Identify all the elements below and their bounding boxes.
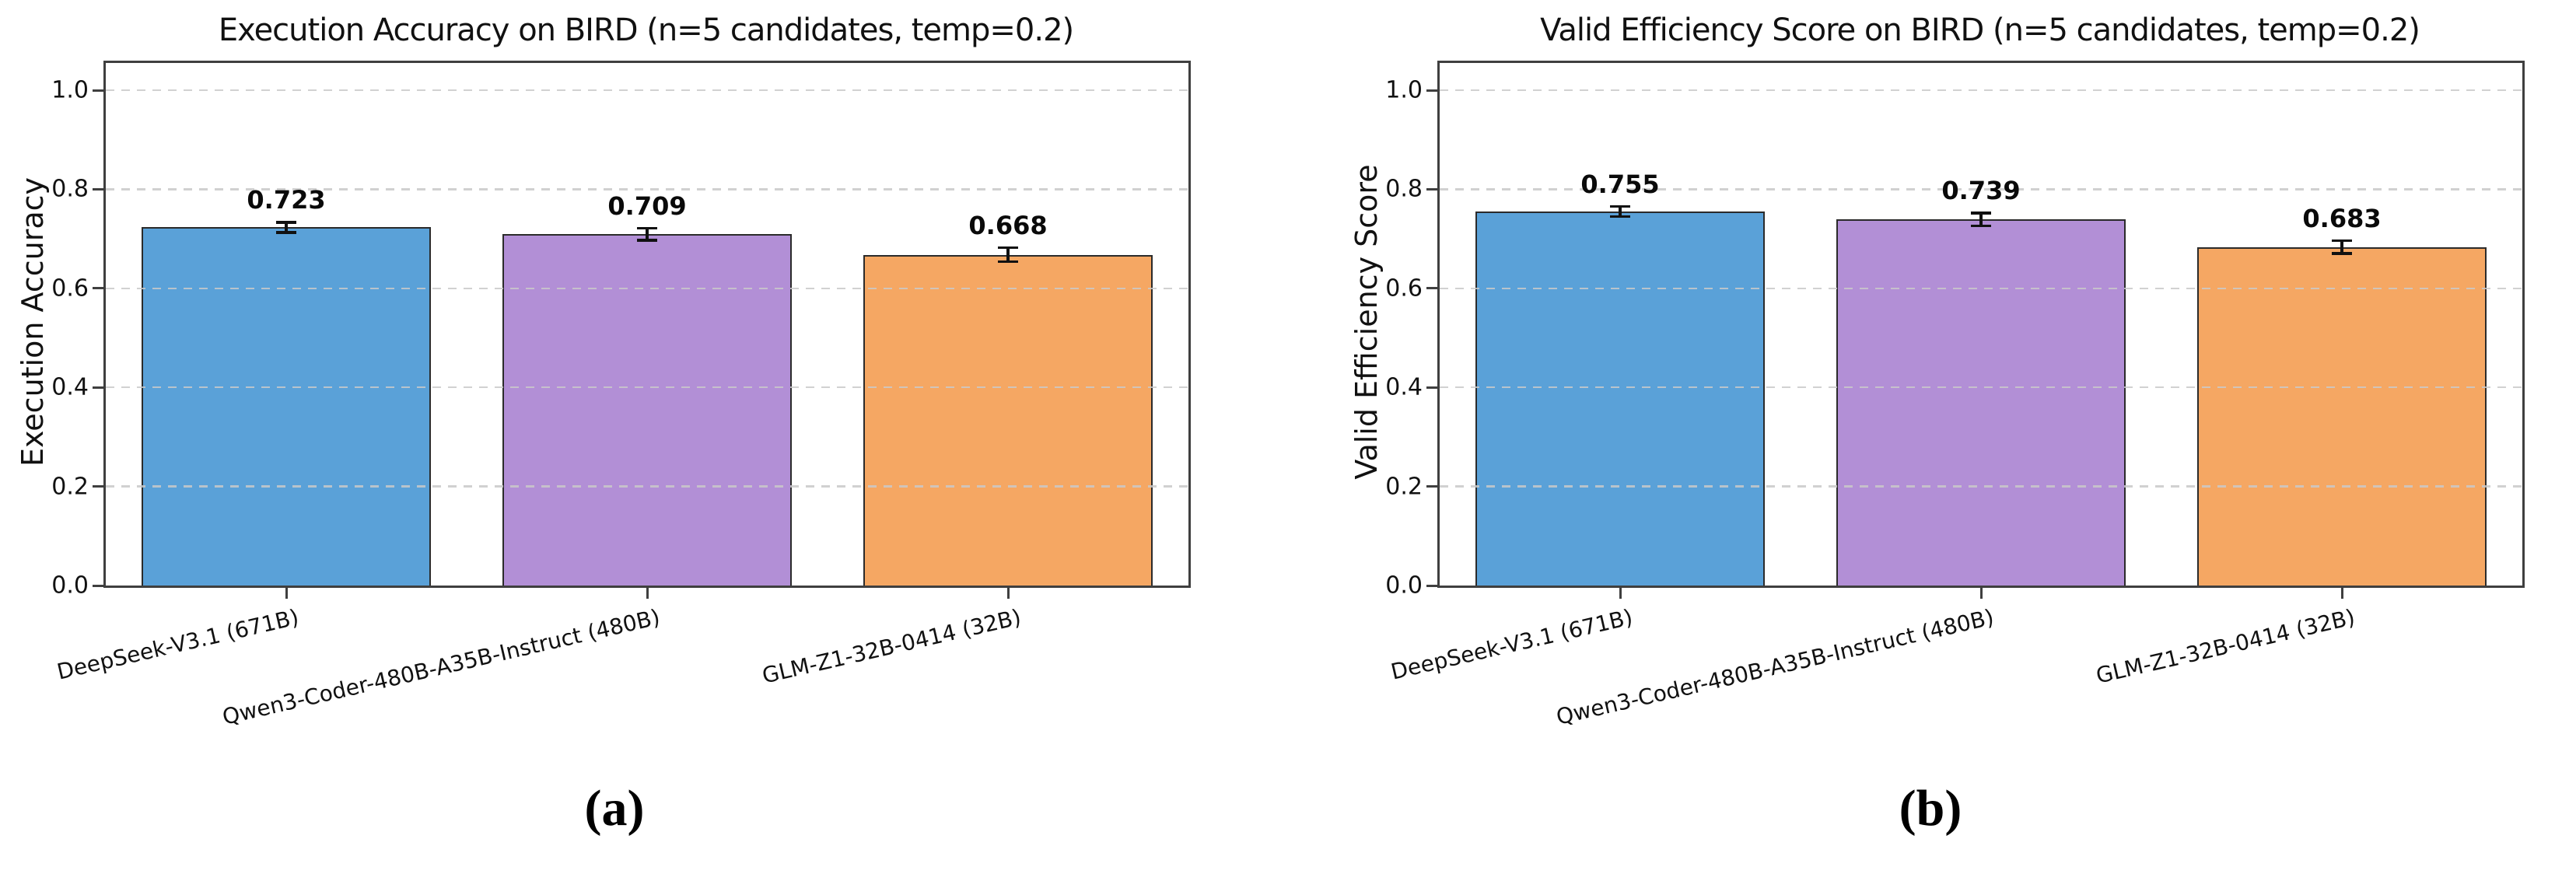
y-tick-mark <box>93 187 103 191</box>
error-bar <box>285 222 288 232</box>
bar <box>2197 246 2487 586</box>
x-tick-mark <box>646 588 649 599</box>
error-bar <box>646 228 649 241</box>
y-axis-label: Execution Accuracy <box>16 177 50 467</box>
chart-title: Execution Accuracy on BIRD (n=5 candidat… <box>218 12 1074 48</box>
chart-execution-accuracy: Execution Accuracy on BIRD (n=5 candidat… <box>16 12 1191 730</box>
error-bar-cap-top <box>637 226 657 230</box>
subfigure-caption-b: (b) <box>1899 780 1962 837</box>
y-tick-mark <box>93 386 103 389</box>
y-tick-label: 0.0 <box>1385 572 1423 600</box>
y-tick-mark <box>93 287 103 290</box>
error-bar <box>1006 247 1010 262</box>
bar <box>142 227 431 586</box>
error-bar-cap-bottom <box>998 260 1018 264</box>
y-tick-mark <box>1426 485 1437 488</box>
gridline <box>106 386 1188 389</box>
y-tick-mark <box>93 485 103 488</box>
error-bar-cap-bottom <box>2332 252 2352 255</box>
x-tick-mark <box>285 588 288 599</box>
error-bar-cap-top <box>1610 205 1630 208</box>
bar-value-label: 0.723 <box>247 185 326 215</box>
error-bar-cap-bottom <box>1971 224 1991 228</box>
plot-area-a: 0.0 0.2 0.4 0.6 0.8 1.0 0.723 DeepSeek-V3.1 (67… <box>51 61 1191 730</box>
y-axis-label: Valid Efficiency Score <box>1349 164 1384 480</box>
gridline <box>106 485 1188 488</box>
error-bar <box>1979 213 1983 226</box>
y-tick-label: 0.8 <box>1385 175 1423 203</box>
x-tick-mark <box>1619 588 1622 599</box>
gridline <box>1440 89 2522 92</box>
error-bar <box>1619 206 1622 217</box>
error-bar-cap-bottom <box>276 231 296 234</box>
error-bar-cap-top <box>1971 212 1991 215</box>
x-tick-label: GLM-Z1-32B-0414 (32B) <box>759 604 1024 689</box>
y-tick-label: 0.4 <box>51 373 89 401</box>
gridline <box>1440 188 2522 191</box>
y-tick-label: 0.6 <box>1385 274 1423 302</box>
gridline <box>1440 287 2522 290</box>
y-tick-mark <box>93 89 103 92</box>
bar <box>1475 212 1765 586</box>
gridline <box>1440 485 2522 488</box>
gridline <box>106 287 1188 290</box>
bar <box>1836 219 2126 586</box>
gridline <box>106 188 1188 191</box>
x-tick-label: DeepSeek-V3.1 (671B) <box>1388 604 1636 685</box>
chart-title: Valid Efficiency Score on BIRD (n=5 cand… <box>1540 12 2420 48</box>
gridline <box>1440 386 2522 389</box>
subfigure-caption-a: (a) <box>584 780 645 837</box>
y-tick-label: 0.4 <box>1385 373 1423 401</box>
x-tick-label: GLM-Z1-32B-0414 (32B) <box>2093 604 2357 689</box>
error-bar-cap-bottom <box>1610 215 1630 218</box>
y-tick-label: 1.0 <box>51 76 89 104</box>
bar <box>502 234 792 586</box>
chart-valid-efficiency-score: Valid Efficiency Score on BIRD (n=5 cand… <box>1334 0 2576 874</box>
y-tick-label: 0.6 <box>51 274 89 302</box>
plot-area-b: 0.0 0.2 0.4 0.6 0.8 1.0 0.755 DeepSeek-V3.1 (67… <box>1385 61 2525 730</box>
y-tick-label: 0.0 <box>51 572 89 600</box>
bar-value-label: 0.709 <box>607 191 687 221</box>
error-bar <box>2340 240 2343 254</box>
error-bar-cap-top <box>2332 239 2352 243</box>
bar-value-label: 0.668 <box>968 210 1048 240</box>
bar-value-label: 0.755 <box>1580 169 1660 199</box>
bar-value-label: 0.683 <box>2302 203 2382 233</box>
x-tick-mark <box>2340 588 2343 599</box>
error-bar-cap-top <box>276 221 296 224</box>
y-tick-label: 0.8 <box>51 175 89 203</box>
y-tick-label: 0.2 <box>51 473 89 501</box>
y-tick-mark <box>1426 89 1437 92</box>
y-tick-label: 0.2 <box>1385 473 1423 501</box>
y-tick-mark <box>93 584 103 587</box>
bar <box>863 254 1153 586</box>
y-tick-mark <box>1426 584 1437 587</box>
x-tick-label: DeepSeek-V3.1 (671B) <box>54 604 302 685</box>
x-tick-mark <box>1979 588 1983 599</box>
y-tick-mark <box>1426 386 1437 389</box>
y-tick-label: 1.0 <box>1385 76 1423 104</box>
y-tick-mark <box>1426 187 1437 191</box>
x-tick-mark <box>1006 588 1010 599</box>
gridline <box>106 89 1188 92</box>
error-bar-cap-top <box>998 246 1018 250</box>
error-bar-cap-bottom <box>637 239 657 242</box>
y-tick-mark <box>1426 287 1437 290</box>
bar-value-label: 0.739 <box>1941 176 2021 205</box>
